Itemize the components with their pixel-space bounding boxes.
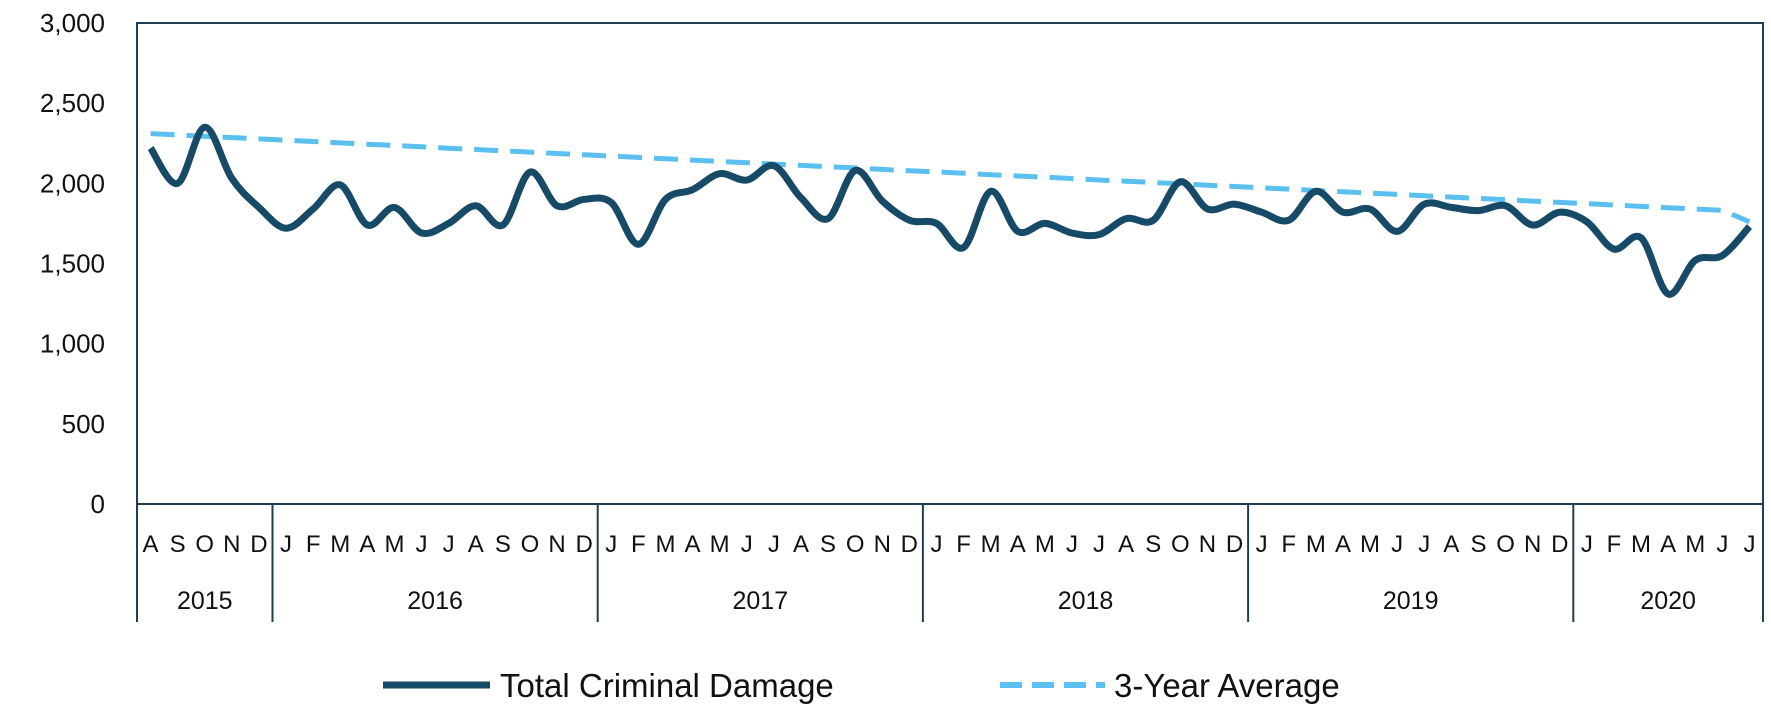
x-year-label: 2019 [1383, 587, 1439, 615]
x-month-label: S [1145, 531, 1161, 558]
x-month-label: S [495, 531, 511, 558]
x-month-label: J [768, 531, 780, 558]
y-tick-label: 1,500 [40, 249, 105, 279]
x-month-label: A [143, 531, 159, 558]
x-month-label: A [359, 531, 375, 558]
x-month-label: S [820, 531, 836, 558]
x-month-label: M [1360, 531, 1380, 558]
x-month-label: J [1418, 531, 1430, 558]
x-month-label: S [170, 531, 186, 558]
x-month-label: J [1581, 531, 1593, 558]
x-month-label: O [846, 531, 865, 558]
x-month-label: N [1199, 531, 1216, 558]
x-month-label: A [468, 531, 484, 558]
x-month-label: J [605, 531, 617, 558]
plot-area-frame [136, 22, 1764, 505]
x-year-label: 2015 [177, 587, 233, 615]
x-month-label: A [1010, 531, 1026, 558]
x-month-label: A [1118, 531, 1134, 558]
legend-label-total-criminal-damage: Total Criminal Damage [500, 667, 834, 704]
x-month-label: A [1660, 531, 1676, 558]
x-month-label: M [981, 531, 1001, 558]
x-month-label: F [631, 531, 646, 558]
legend: Total Criminal Damage 3-Year Average [383, 667, 1340, 704]
x-month-label: A [685, 531, 701, 558]
x-month-label: J [1093, 531, 1105, 558]
series-layer [147, 123, 1753, 298]
x-month-label: M [1035, 531, 1055, 558]
x-year-label: 2016 [407, 587, 463, 615]
x-month-label: M [1306, 531, 1326, 558]
x-month-label: J [1391, 531, 1403, 558]
series-line-3-year-average [150, 131, 1751, 225]
x-month-label: S [1470, 531, 1486, 558]
x-month-label: O [521, 531, 540, 558]
x-month-label: F [956, 531, 971, 558]
series-line-total-criminal-damage [147, 123, 1753, 298]
x-month-label: M [384, 531, 404, 558]
x-month-label: N [548, 531, 565, 558]
x-month-label: A [1443, 531, 1459, 558]
x-month-label: M [655, 531, 675, 558]
x-year-label: 2020 [1640, 587, 1696, 615]
x-month-label: M [710, 531, 730, 558]
x-month-label: J [1743, 531, 1755, 558]
y-tick-label: 2,000 [40, 168, 105, 198]
x-month-label: O [1496, 531, 1515, 558]
x-month-label: F [1607, 531, 1622, 558]
x-month-label: J [1066, 531, 1078, 558]
x-month-label: D [901, 531, 918, 558]
x-month-label: N [874, 531, 891, 558]
x-month-label: F [306, 531, 321, 558]
x-month-label: J [1716, 531, 1728, 558]
x-month-label: D [250, 531, 267, 558]
y-tick-label: 1,000 [40, 329, 105, 359]
x-month-label: M [1631, 531, 1651, 558]
x-month-label: J [280, 531, 292, 558]
x-month-label: J [1256, 531, 1268, 558]
x-month-label: J [930, 531, 942, 558]
x-month-label: J [416, 531, 428, 558]
x-year-label: 2018 [1058, 587, 1114, 615]
x-month-label: O [1171, 531, 1190, 558]
x-month-label: N [223, 531, 240, 558]
x-month-label: D [575, 531, 592, 558]
x-month-label: N [1524, 531, 1541, 558]
y-tick-label: 2,500 [40, 88, 105, 118]
x-month-label: M [330, 531, 350, 558]
x-year-label: 2017 [732, 587, 788, 615]
x-month-label: A [1335, 531, 1351, 558]
x-month-label: A [793, 531, 809, 558]
x-month-label: D [1551, 531, 1568, 558]
y-tick-label: 500 [62, 409, 105, 439]
x-month-label: D [1226, 531, 1243, 558]
y-tick-label: 3,000 [40, 8, 105, 38]
x-month-label: J [741, 531, 753, 558]
x-month-label: J [443, 531, 455, 558]
legend-label-3-year-average: 3-Year Average [1114, 667, 1340, 704]
x-month-label: M [1685, 531, 1705, 558]
y-axis-labels: 0 500 1,000 1,500 2,000 2,500 3,000 [40, 8, 105, 519]
y-tick-label: 0 [91, 489, 105, 519]
x-month-label: F [1281, 531, 1296, 558]
x-month-label: O [195, 531, 214, 558]
